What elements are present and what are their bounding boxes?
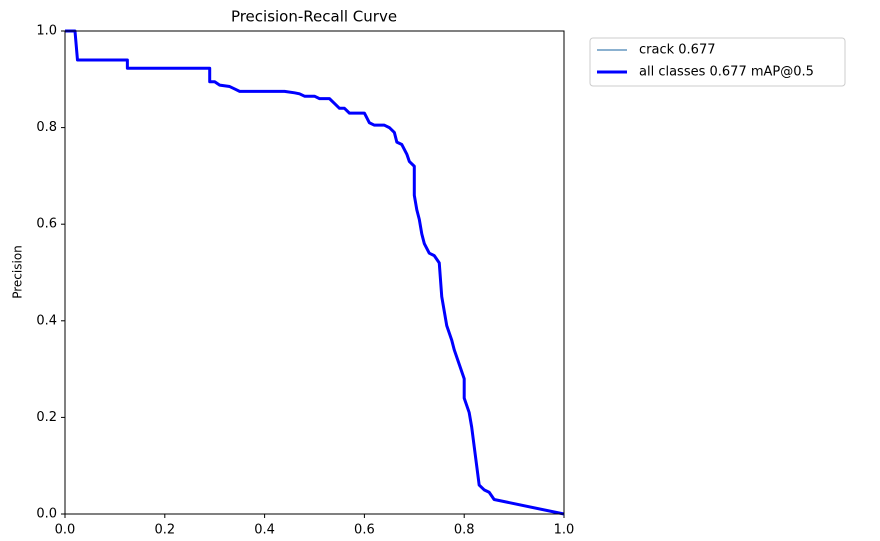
x-tick-label: 0.4: [254, 523, 275, 538]
pr-curve: [65, 29, 565, 516]
legend-label: crack 0.677: [639, 43, 715, 58]
y-tick-label: 0.6: [36, 217, 57, 232]
x-tick-label: 0.8: [454, 523, 475, 538]
pr-curve: [65, 30, 565, 515]
y-tick-label: 0.4: [36, 313, 57, 328]
x-tick-label: 1.0: [554, 523, 575, 538]
y-axis-label: Precision: [11, 245, 25, 299]
chart-title: Precision-Recall Curve: [231, 8, 397, 26]
x-tick-label: 0.6: [354, 523, 375, 538]
x-tick-label: 0.2: [154, 523, 175, 538]
y-tick-label: 0.2: [36, 410, 57, 425]
y-tick-label: 0.8: [36, 120, 57, 135]
plot-frame: [64, 30, 565, 515]
x-tick-label: 0.0: [55, 523, 76, 538]
legend-box: [589, 37, 846, 87]
y-tick-label: 1.0: [36, 24, 57, 39]
legend-label: all classes 0.677 mAP@0.5: [639, 65, 814, 80]
y-tick-label: 0.0: [36, 507, 57, 522]
